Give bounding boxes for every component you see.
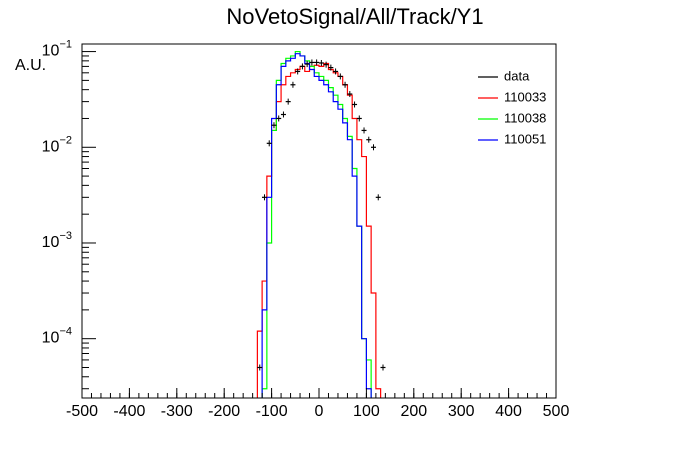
x-tick-label: 400 bbox=[495, 403, 522, 420]
histogram-line bbox=[256, 53, 386, 398]
legend-label: 110038 bbox=[504, 110, 546, 125]
y-tick-base: 10 bbox=[42, 234, 60, 251]
y-tick-exponent: −1 bbox=[59, 38, 72, 50]
legend-label: data bbox=[504, 68, 530, 83]
legend-label: 110033 bbox=[504, 89, 546, 104]
frame bbox=[81, 43, 557, 399]
x-tick-label: 500 bbox=[543, 403, 570, 420]
y-tick-exponent: −4 bbox=[59, 326, 72, 338]
y-tick-exponent: −3 bbox=[59, 230, 72, 242]
x-tick-label: 300 bbox=[448, 403, 475, 420]
y-tick-label: 10−2 bbox=[42, 134, 72, 155]
y-tick-label: 10−3 bbox=[42, 230, 72, 251]
chart-title: NoVetoSignal/All/Track/Y1 bbox=[226, 4, 483, 29]
x-tick-label: -200 bbox=[208, 403, 240, 420]
y-axis-label: A.U. bbox=[15, 57, 46, 74]
x-tick-label: -400 bbox=[113, 403, 145, 420]
x-tick-label: 100 bbox=[353, 403, 380, 420]
legend-label: 110051 bbox=[504, 131, 546, 146]
x-tick-label: -500 bbox=[66, 403, 98, 420]
y-tick-base: 10 bbox=[42, 330, 60, 347]
x-tick-label: 0 bbox=[315, 403, 324, 420]
x-tick-label: 200 bbox=[400, 403, 427, 420]
plot-area bbox=[256, 50, 386, 398]
y-tick-exponent: −2 bbox=[59, 134, 72, 146]
y-tick-base: 10 bbox=[42, 138, 60, 155]
x-tick-label: -300 bbox=[161, 403, 193, 420]
y-tick-base: 10 bbox=[42, 43, 60, 60]
x-tick-label: -100 bbox=[256, 403, 288, 420]
histogram-line bbox=[256, 62, 386, 398]
y-tick-label: 10−4 bbox=[42, 326, 72, 347]
y-tick-label: 10−1 bbox=[42, 38, 72, 59]
